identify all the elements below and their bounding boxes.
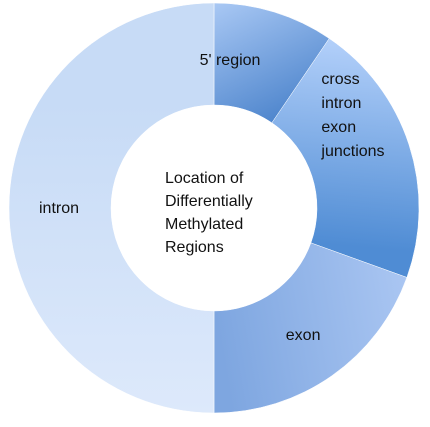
slice-label-exon: exon	[286, 327, 321, 344]
center-label-text: Location of Differentially Methylated Regio…	[165, 170, 253, 256]
slice-label-intron: intron	[39, 200, 79, 217]
center-label: Location of Differentially Methylated Regio…	[165, 170, 253, 256]
slice-exon	[213, 242, 408, 414]
slice-label-5-region: 5' region	[200, 52, 261, 69]
slice-cross-intron-exon-junctions	[271, 38, 420, 278]
slices-layer	[8, 2, 420, 414]
slice-label-cross-intron-exon-junctions: cross intron exon junctions	[320, 71, 384, 160]
slice-labels: 5' region cross intron exon junctions exon int…	[39, 52, 385, 344]
slice-intron	[8, 2, 215, 414]
